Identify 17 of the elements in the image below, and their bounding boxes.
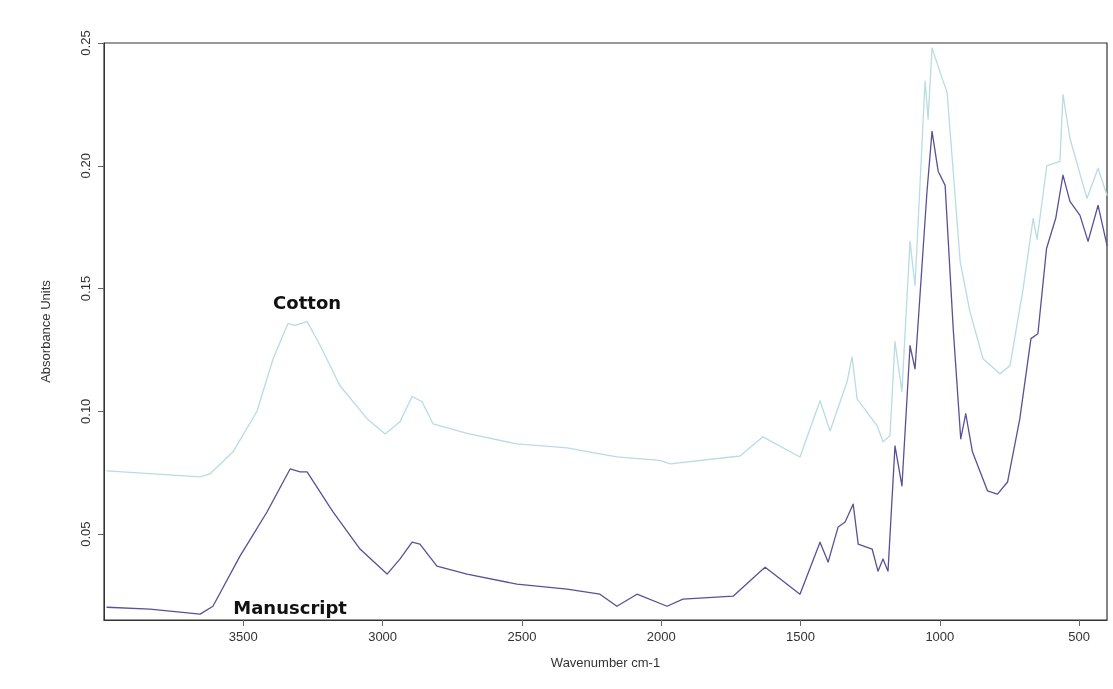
x-tick-label: 3500 xyxy=(228,629,258,644)
y-axis-title: Absorbance Units xyxy=(38,279,53,383)
y-tick-label: 0.15 xyxy=(78,275,93,302)
x-tick-label: 2500 xyxy=(507,629,537,644)
x-tick-label: 2000 xyxy=(646,629,676,644)
y-tick-label: 0.25 xyxy=(78,30,93,56)
x-axis-title: Wavenumber cm-1 xyxy=(550,655,661,670)
y-tick-label: 0.05 xyxy=(78,521,93,547)
x-tick-label: 3000 xyxy=(368,629,398,644)
line-series xyxy=(106,47,1108,478)
series-label: Cotton xyxy=(273,292,342,314)
x-tick-label: 1500 xyxy=(786,629,815,644)
y-tick-label: 0.20 xyxy=(78,153,93,179)
series-label: Manuscript xyxy=(233,596,348,618)
x-tick-label: 500 xyxy=(1068,629,1090,644)
y-tick-label: 0.10 xyxy=(78,398,93,424)
x-tick-label: 1000 xyxy=(925,629,955,644)
